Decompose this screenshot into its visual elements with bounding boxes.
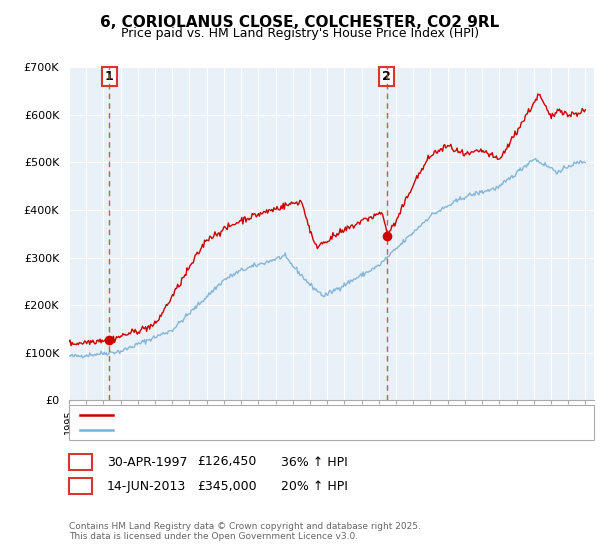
Text: 2: 2 [382,70,391,83]
Text: 36% ↑ HPI: 36% ↑ HPI [281,455,347,469]
Text: 6, CORIOLANUS CLOSE, COLCHESTER, CO2 9RL: 6, CORIOLANUS CLOSE, COLCHESTER, CO2 9RL [100,15,500,30]
Text: £126,450: £126,450 [197,455,256,469]
Text: 6, CORIOLANUS CLOSE, COLCHESTER, CO2 9RL (detached house): 6, CORIOLANUS CLOSE, COLCHESTER, CO2 9RL… [119,409,461,419]
Text: 1: 1 [105,70,113,83]
Text: 30-APR-1997: 30-APR-1997 [107,455,187,469]
Text: 1: 1 [76,455,85,469]
Text: HPI: Average price, detached house, Colchester: HPI: Average price, detached house, Colc… [119,425,368,435]
Text: Price paid vs. HM Land Registry's House Price Index (HPI): Price paid vs. HM Land Registry's House … [121,27,479,40]
Text: 2: 2 [76,479,85,493]
Text: 20% ↑ HPI: 20% ↑ HPI [281,479,347,493]
Text: 14-JUN-2013: 14-JUN-2013 [107,479,186,493]
Text: £345,000: £345,000 [197,479,256,493]
Text: Contains HM Land Registry data © Crown copyright and database right 2025.
This d: Contains HM Land Registry data © Crown c… [69,522,421,542]
